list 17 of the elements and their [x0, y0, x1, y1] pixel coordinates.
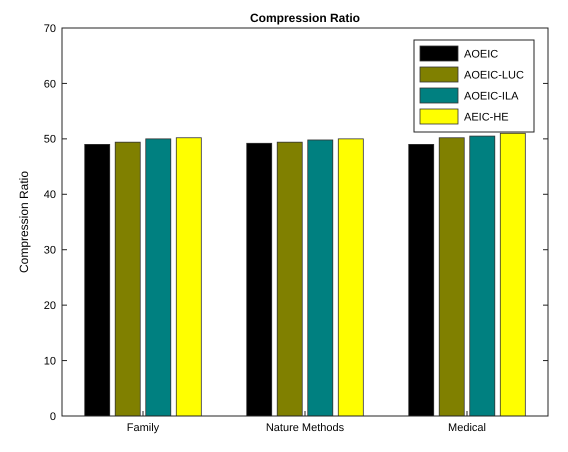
y-tick-label: 50: [44, 134, 56, 146]
x-tick-label: Nature Methods: [266, 422, 345, 434]
legend-label: AOEIC-LUC: [464, 69, 524, 82]
y-tick-label: 10: [44, 355, 56, 368]
y-tick-label: 0: [50, 410, 56, 423]
chart-title: Compression Ratio: [250, 11, 360, 25]
y-tick-label: 40: [44, 189, 56, 202]
legend-label: AEIC-HE: [464, 111, 509, 124]
y-axis-title: Compression Ratio: [17, 170, 31, 274]
y-tick-label: 70: [44, 22, 56, 35]
legend-label: AOEIC-ILA: [464, 90, 520, 102]
x-tick-label: Family: [126, 422, 160, 434]
y-tick-label: 30: [44, 244, 56, 257]
y-tick-label: 20: [44, 300, 56, 312]
x-tick-label: Medical: [448, 422, 486, 434]
y-tick-label: 60: [44, 78, 56, 90]
legend-label: AOEIC: [464, 48, 498, 60]
